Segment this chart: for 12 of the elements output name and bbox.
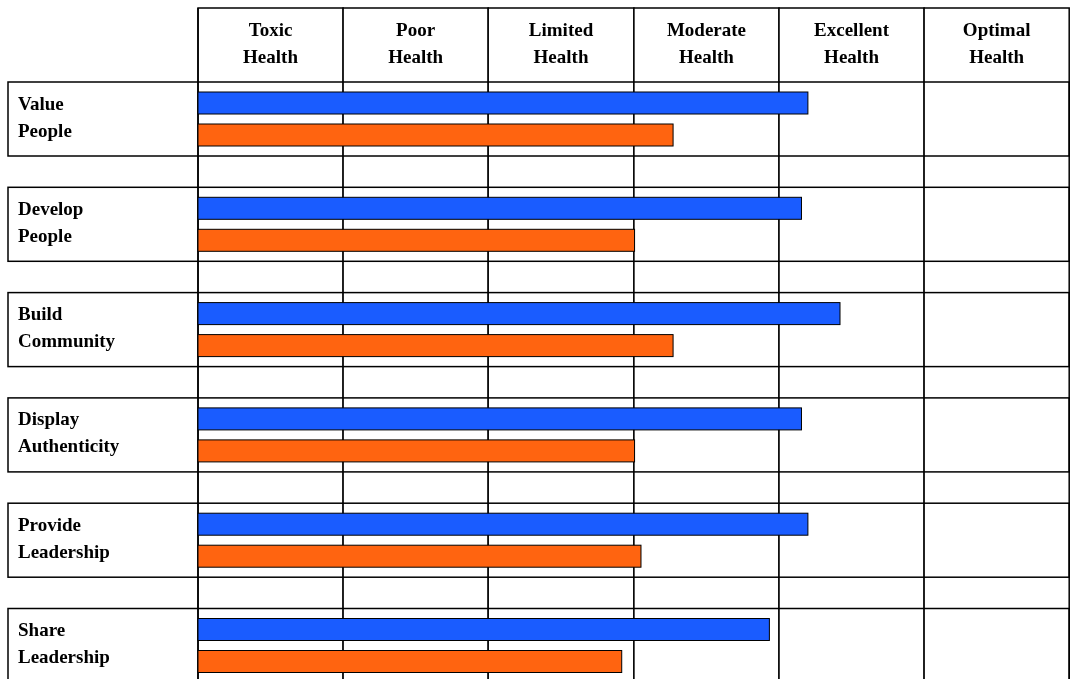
band-label: Excellent Health	[814, 18, 890, 67]
y-tick-label: Value People	[18, 92, 72, 141]
band-label: Toxic Health	[243, 18, 299, 67]
band-label: Poor Health	[388, 18, 444, 67]
y-tick-label: Develop People	[18, 198, 84, 247]
y-tick-label: Share Leadership	[18, 619, 110, 668]
band-label: Limited Health	[528, 18, 594, 67]
y-tick-label: Build Community	[18, 303, 116, 352]
y-tick-label: Provide Leadership	[18, 514, 110, 563]
y-tick-label: Display Authenticity	[18, 408, 120, 457]
band-label: Moderate Health	[666, 18, 747, 67]
band-label: Optimal Health	[962, 18, 1031, 67]
